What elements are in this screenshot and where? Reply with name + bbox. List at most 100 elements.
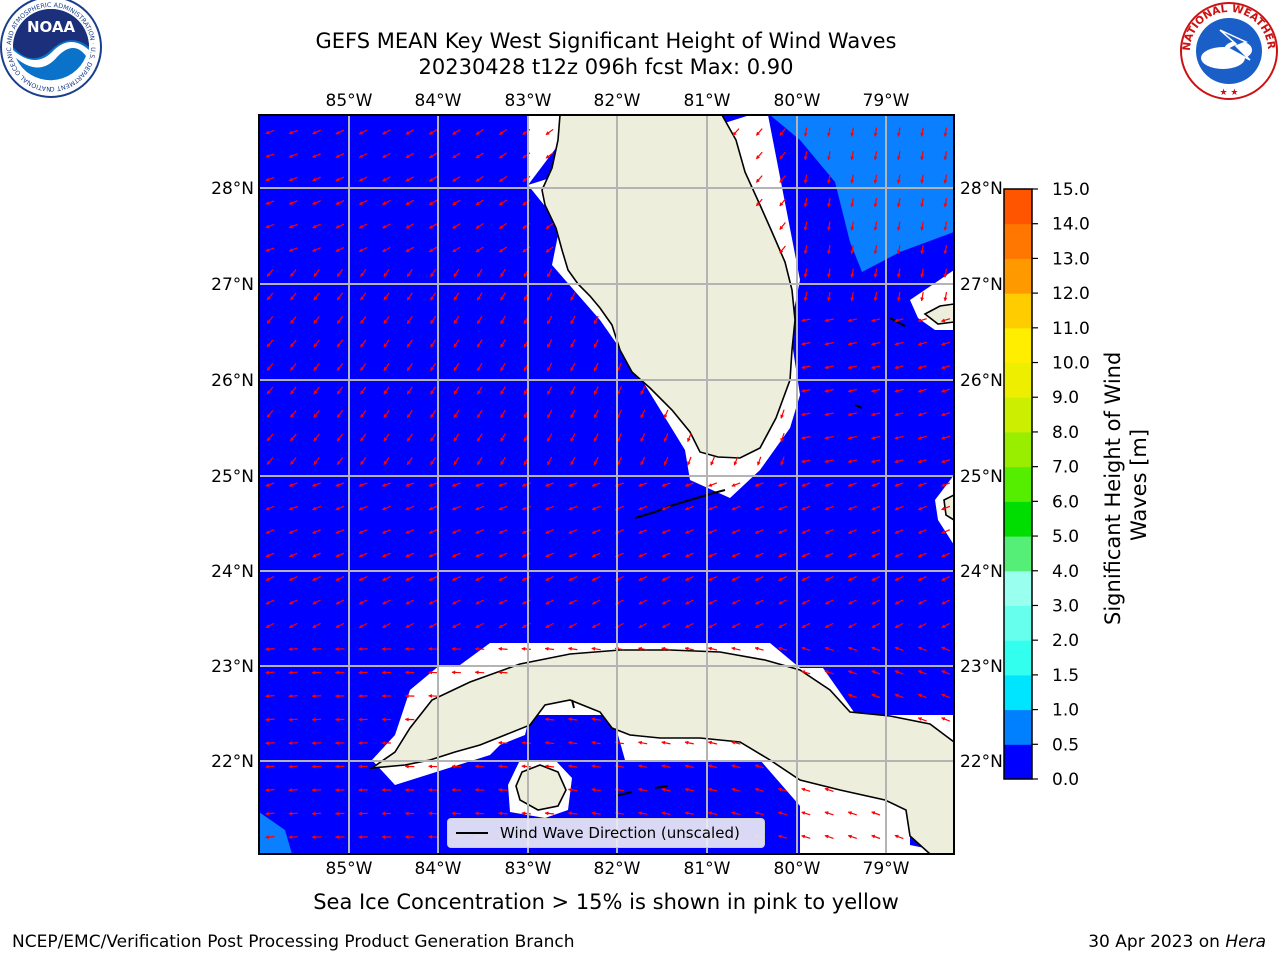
wave-arrow-head bbox=[848, 624, 853, 628]
wave-arrow-shaft bbox=[921, 268, 924, 278]
wave-arrow-head bbox=[475, 130, 480, 135]
wave-arrow-head bbox=[381, 577, 387, 581]
wave-arrow-head bbox=[684, 600, 690, 605]
wave-arrow-shaft bbox=[430, 456, 437, 466]
wave-arrow-head bbox=[567, 740, 572, 745]
wave-arrow-shaft bbox=[851, 197, 854, 208]
wave-arrow-shaft bbox=[779, 198, 786, 207]
wave-arrow-head bbox=[780, 437, 785, 443]
wave-arrow-shaft bbox=[684, 788, 694, 792]
wave-arrow-head bbox=[850, 132, 855, 137]
wave-arrow-head bbox=[405, 530, 410, 534]
wave-arrow-shaft bbox=[921, 174, 924, 184]
wave-arrow-shaft bbox=[568, 529, 578, 534]
wave-arrow-shaft bbox=[383, 339, 390, 348]
wave-arrow-head bbox=[498, 248, 504, 253]
wave-arrow-shaft bbox=[335, 129, 345, 135]
wave-arrow-head bbox=[940, 435, 946, 440]
wave-arrow-head bbox=[894, 553, 899, 558]
wave-arrow-shaft bbox=[615, 482, 624, 487]
wave-arrow-head bbox=[731, 646, 736, 651]
wave-arrow-head bbox=[871, 811, 876, 815]
wave-arrow-shaft bbox=[708, 552, 718, 558]
wave-arrow-head bbox=[800, 318, 806, 323]
wave-arrow-shaft bbox=[452, 599, 461, 605]
wave-arrow-head bbox=[661, 483, 666, 487]
wave-arrow-shaft bbox=[894, 693, 904, 699]
colorbar-tick-label: 11.0 bbox=[1052, 319, 1090, 339]
wave-arrow-head bbox=[358, 553, 363, 558]
wave-arrow-head bbox=[873, 179, 878, 184]
wave-arrow-head bbox=[824, 834, 829, 839]
wave-arrow-shaft bbox=[917, 646, 927, 652]
wave-arrow-shaft bbox=[265, 505, 275, 511]
wave-arrow-head bbox=[824, 412, 829, 417]
wave-arrow-shaft bbox=[521, 576, 531, 581]
wave-arrow-shaft bbox=[754, 764, 764, 769]
wave-arrow-shaft bbox=[615, 599, 624, 605]
wave-arrow-head bbox=[405, 624, 410, 628]
wave-arrow-shaft bbox=[638, 812, 648, 815]
wave-arrow-head bbox=[545, 624, 550, 628]
wave-arrow-shaft bbox=[638, 529, 648, 534]
wave-arrow-head bbox=[754, 483, 759, 487]
wave-arrow-head bbox=[288, 811, 293, 816]
wave-arrow-shaft bbox=[265, 742, 275, 744]
wave-arrow-head bbox=[383, 319, 388, 325]
wave-arrow-head bbox=[264, 694, 270, 699]
wave-arrow-head bbox=[451, 624, 457, 628]
wave-arrow-head bbox=[640, 437, 645, 443]
wave-arrow-head bbox=[661, 577, 666, 581]
wave-arrow-head bbox=[521, 624, 527, 628]
wave-arrow-shaft bbox=[383, 268, 390, 278]
wave-arrow-shaft bbox=[406, 339, 413, 348]
wave-arrow-shaft bbox=[894, 529, 904, 534]
wave-arrow-head bbox=[311, 130, 317, 135]
lat-labels-right: 28°N 27°N 26°N 25°N 24°N 23°N 22°N bbox=[960, 179, 1003, 772]
wave-arrow-head bbox=[638, 553, 643, 558]
wave-arrow-shaft bbox=[570, 292, 576, 301]
wave-arrow-head bbox=[358, 717, 363, 722]
wave-arrow-head bbox=[894, 388, 899, 393]
wave-arrow-shaft bbox=[848, 599, 857, 605]
wave-arrow-shaft bbox=[476, 409, 483, 419]
wave-arrow-shaft bbox=[918, 576, 927, 581]
wave-arrow-head bbox=[547, 320, 551, 325]
wave-arrow-shaft bbox=[917, 318, 927, 322]
wave-arrow-head bbox=[731, 740, 736, 745]
wave-arrow-shaft bbox=[313, 410, 320, 418]
lat-labels-left: 28°N 27°N 26°N 25°N 24°N 23°N 22°N bbox=[211, 179, 254, 772]
wave-arrow-head bbox=[871, 530, 876, 534]
wave-arrow-shaft bbox=[545, 552, 554, 558]
wave-arrow-shaft bbox=[358, 529, 368, 534]
wave-arrow-shaft bbox=[944, 127, 948, 137]
wave-arrow-shaft bbox=[917, 459, 927, 463]
wave-arrow-head bbox=[265, 530, 270, 534]
wave-arrow-shaft bbox=[591, 505, 601, 511]
wave-arrow-head bbox=[265, 201, 270, 205]
wave-arrow-shaft bbox=[801, 529, 811, 534]
lon-label: 82°W bbox=[594, 859, 641, 879]
wave-arrow-head bbox=[406, 272, 411, 278]
wave-arrow-head bbox=[871, 577, 876, 581]
lon-label: 79°W bbox=[863, 859, 910, 879]
wave-arrow-shaft bbox=[708, 811, 718, 816]
wave-arrow-head bbox=[779, 249, 784, 254]
wave-arrow-head bbox=[521, 646, 526, 651]
wave-arrow-shaft bbox=[288, 200, 298, 205]
wave-arrow-shaft bbox=[568, 788, 578, 792]
wave-arrow-head bbox=[779, 131, 784, 136]
wave-arrow-head bbox=[311, 764, 316, 769]
wave-arrow-head bbox=[824, 483, 829, 487]
wave-arrow-head bbox=[335, 553, 340, 558]
wave-arrow-shaft bbox=[288, 576, 298, 581]
wave-arrow-head bbox=[453, 413, 458, 419]
wave-arrow-head bbox=[381, 787, 386, 793]
wave-arrow-shaft bbox=[521, 505, 531, 511]
wave-arrow-shaft bbox=[290, 339, 297, 348]
colorbar-tick-label: 2.0 bbox=[1052, 631, 1079, 651]
wave-arrow-shaft bbox=[266, 410, 274, 418]
wave-arrow-head bbox=[288, 177, 293, 182]
svg-text:★ ★: ★ ★ bbox=[1220, 88, 1239, 98]
wave-arrow-head bbox=[803, 132, 808, 137]
